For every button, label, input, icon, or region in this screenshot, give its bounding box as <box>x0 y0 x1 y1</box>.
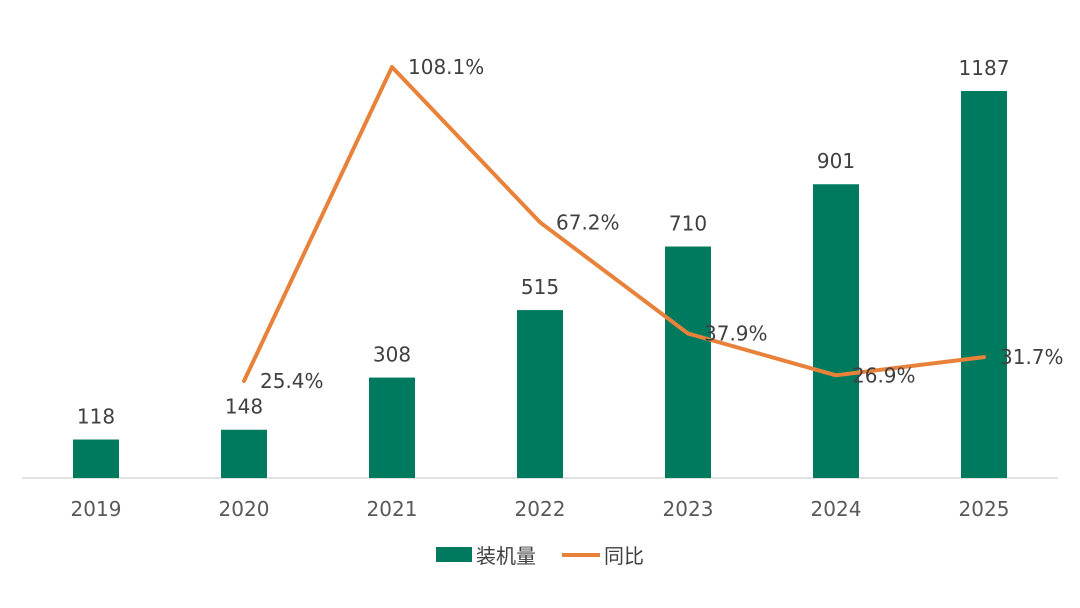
legend-swatch-bar <box>436 547 472 562</box>
bar-2023 <box>665 246 711 478</box>
x-tick-2021: 2021 <box>367 497 418 521</box>
x-tick-2023: 2023 <box>663 497 714 521</box>
bar-2025 <box>961 91 1007 478</box>
legend-item-line: 同比 <box>562 540 644 569</box>
line-label-2020: 25.4% <box>260 369 324 393</box>
bar-label-2020: 148 <box>225 395 263 419</box>
bar-2020 <box>221 429 267 478</box>
bar-series <box>73 91 1007 478</box>
legend-label-line: 同比 <box>604 544 644 568</box>
yoy-line <box>242 65 986 383</box>
x-axis-tick-labels: 2019 2020 2021 2022 2023 2024 2025 <box>71 497 1010 521</box>
bar-data-labels: 118 148 308 515 710 901 1187 <box>77 56 1010 429</box>
bar-2024 <box>813 184 859 478</box>
bar-label-2024: 901 <box>817 149 855 173</box>
legend-item-bar: 装机量 <box>436 540 536 569</box>
bar-2019 <box>73 439 119 478</box>
legend-label-bar: 装机量 <box>476 544 536 568</box>
bar-label-2021: 308 <box>373 343 411 367</box>
legend-swatch-line <box>562 552 600 557</box>
line-label-2022: 67.2% <box>556 210 620 234</box>
bar-label-2023: 710 <box>669 212 707 236</box>
x-tick-2024: 2024 <box>811 497 862 521</box>
line-data-labels: 25.4% 108.1% 67.2% 37.9% 26.9% 31.7% <box>260 55 1064 393</box>
x-tick-2022: 2022 <box>515 497 566 521</box>
bar-label-2019: 118 <box>77 405 115 429</box>
line-label-2025: 31.7% <box>1000 345 1064 369</box>
x-tick-2020: 2020 <box>219 497 270 521</box>
legend: 装机量 同比 <box>0 540 1080 569</box>
line-label-2024: 26.9% <box>852 363 916 387</box>
bar-2021 <box>369 377 415 478</box>
line-label-2021: 108.1% <box>408 55 484 79</box>
bar-label-2022: 515 <box>521 275 559 299</box>
bar-label-2025: 1187 <box>959 56 1010 80</box>
x-tick-2019: 2019 <box>71 497 122 521</box>
line-label-2023: 37.9% <box>704 322 768 346</box>
x-tick-2025: 2025 <box>959 497 1010 521</box>
bar-2022 <box>517 310 563 478</box>
